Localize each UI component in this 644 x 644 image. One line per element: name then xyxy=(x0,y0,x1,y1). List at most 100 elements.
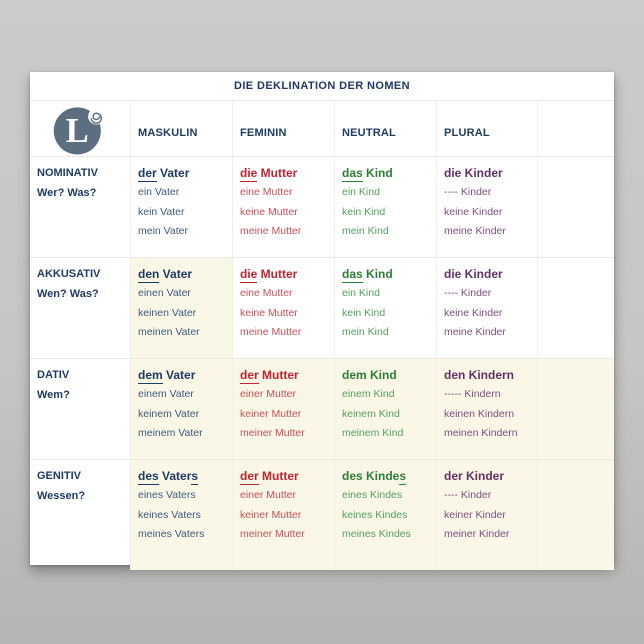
declined-form-line: meine Mutter xyxy=(240,326,302,338)
case-row-genitiv: GENITIV Wessen? des Vaters eines Vaters kein… xyxy=(30,459,614,570)
declined-form-line: meines Vaters xyxy=(138,528,205,540)
head-text: Vater xyxy=(156,166,190,180)
declined-form-line: meine Kinder xyxy=(444,225,506,237)
case-name: NOMINATIV xyxy=(37,167,98,179)
declined-form-line: keine Kinder xyxy=(444,205,503,218)
declined-form-line: keine Kinder xyxy=(444,306,503,319)
declined-form-head: die Mutter xyxy=(240,264,331,284)
case-question: Wer? Was? xyxy=(37,187,97,199)
declined-form-head: das Kind xyxy=(342,163,433,183)
head-text: des Kinde xyxy=(342,469,400,483)
head-text: Mutter xyxy=(258,368,299,382)
poster-title: DIE DEKLINATION DER NOMEN xyxy=(233,80,411,92)
declined-form-line: keinen Kindern xyxy=(444,407,515,420)
declined-form-line: eines Vaters xyxy=(138,489,196,501)
case-label-cell-nominativ: NOMINATIV Wer? Was? xyxy=(30,157,130,257)
declined-form-line: ----- Kindern xyxy=(444,388,501,400)
head-text: Mutter xyxy=(257,166,298,180)
case-question: Wem? xyxy=(37,389,70,401)
declined-form-line: einem Kind xyxy=(342,388,395,400)
head-text: Vater xyxy=(162,368,196,382)
head-text: der Kinder xyxy=(444,469,505,483)
case-label-cell-genitiv: GENITIV Wessen? xyxy=(30,460,130,570)
declined-form-line: meinem Kind xyxy=(342,427,404,439)
case-row-nominativ: NOMINATIV Wer? Was? der Vater ein Vater kein… xyxy=(30,156,614,257)
declined-form-line: eine Mutter xyxy=(240,287,293,299)
case-label-cell-dativ: DATIV Wem? xyxy=(30,359,130,459)
article-ending-underlined: s xyxy=(191,469,199,485)
cell-dativ-plural: den Kindern ----- Kindern keinen Kindern me… xyxy=(436,359,537,459)
declined-form-line: keiner Kinder xyxy=(444,508,506,521)
cell-nominativ-maskulin: der Vater ein Vater kein Vater mein Vater xyxy=(130,157,232,257)
case-row-dativ: DATIV Wem? dem Vater einem Vater keinem Vate… xyxy=(30,358,614,459)
article-ending-underlined: der xyxy=(138,166,157,182)
grammar-poster: DIE DEKLINATION DER NOMEN L MASKULIN FEM… xyxy=(30,72,614,570)
declined-form-line: ---- Kinder xyxy=(444,287,492,299)
row-filler-cell xyxy=(537,157,614,257)
declined-form-head: die Kinder xyxy=(444,264,534,284)
declined-form-line: ein Vater xyxy=(138,186,180,198)
declined-form-head: den Vater xyxy=(138,264,229,284)
article-ending-underlined: der xyxy=(240,368,259,384)
head-text: die Kinder xyxy=(444,267,503,281)
article-ending-underlined: s xyxy=(399,469,407,485)
article-ending-underlined: das xyxy=(342,267,363,283)
declined-form-line: keinem Kind xyxy=(342,407,400,420)
declension-table-body: NOMINATIV Wer? Was? der Vater ein Vater kein… xyxy=(30,156,614,570)
declined-form-head: des Kindes xyxy=(342,466,433,486)
declined-form-line: keinen Vater xyxy=(138,306,197,319)
declined-form-head: die Mutter xyxy=(240,163,331,183)
cell-akkusativ-neutral: das Kind ein Kind kein Kind mein Kind xyxy=(334,258,436,358)
cell-akkusativ-plural: die Kinder ---- Kinder keine Kinder meine K… xyxy=(436,258,537,358)
case-name: DATIV xyxy=(37,369,70,381)
declined-form-head: dem Vater xyxy=(138,365,229,385)
head-text: den Kindern xyxy=(444,368,515,382)
declined-form-line: keines Kindes xyxy=(342,508,408,521)
case-label-cell-akkusativ: AKKUSATIV Wen? Was? xyxy=(30,258,130,358)
head-text: Kind xyxy=(362,267,393,281)
declined-form-head: der Kinder xyxy=(444,466,534,486)
svg-text:L: L xyxy=(66,112,89,150)
declined-form-line: kein Vater xyxy=(138,205,185,218)
declined-form-line: keine Mutter xyxy=(240,205,298,218)
case-question: Wessen? xyxy=(37,490,86,502)
declined-form-line: ---- Kinder xyxy=(444,489,492,501)
head-text: Kind xyxy=(362,166,393,180)
table-header-row: L MASKULIN FEMININ NEUTRAL PLURAL xyxy=(30,100,614,164)
declined-form-line: keinem Vater xyxy=(138,407,200,420)
declined-form-head: der Vater xyxy=(138,163,229,183)
column-header-neutral: NEUTRAL xyxy=(334,101,436,164)
cell-dativ-feminin: der Mutter einer Mutter keiner Mutter meine… xyxy=(232,359,334,459)
declined-form-line: keiner Mutter xyxy=(240,508,302,521)
header-filler-cell xyxy=(537,101,614,164)
cell-genitiv-neutral: des Kindes eines Kindes keines Kindes meine… xyxy=(334,460,436,570)
declined-form-line: ---- Kinder xyxy=(444,186,492,198)
cell-genitiv-plural: der Kinder ---- Kinder keiner Kinder meiner… xyxy=(436,460,537,570)
declined-form-line: einen Vater xyxy=(138,287,191,299)
case-row-akkusativ: AKKUSATIV Wen? Was? den Vater einen Vater ke… xyxy=(30,257,614,358)
article-ending-underlined: die xyxy=(240,166,258,182)
article-ending-underlined: der xyxy=(240,469,259,485)
declined-form-line: einem Vater xyxy=(138,388,194,400)
head-text: Vater xyxy=(158,469,192,483)
declined-form-line: meinen Vater xyxy=(138,326,200,338)
head-text: Mutter xyxy=(258,469,299,483)
declined-form-line: ein Kind xyxy=(342,287,380,299)
cell-nominativ-feminin: die Mutter eine Mutter keine Mutter meine M… xyxy=(232,157,334,257)
cell-akkusativ-feminin: die Mutter eine Mutter keine Mutter meine M… xyxy=(232,258,334,358)
declined-form-line: kein Kind xyxy=(342,306,386,319)
cell-akkusativ-maskulin: den Vater einen Vater keinen Vater meinen V… xyxy=(130,258,232,358)
row-filler-cell xyxy=(537,460,614,570)
declined-form-line: ein Kind xyxy=(342,186,380,198)
declined-form-head: der Mutter xyxy=(240,466,331,486)
declined-form-line: eines Kindes xyxy=(342,489,403,501)
declined-form-line: keine Mutter xyxy=(240,306,298,319)
head-text: die Kinder xyxy=(444,166,503,180)
article-ending-underlined: das xyxy=(342,166,363,182)
article-ending-underlined: dem xyxy=(138,368,163,384)
logo-cell: L xyxy=(30,101,130,164)
row-filler-cell xyxy=(537,258,614,358)
declined-form-line: mein Kind xyxy=(342,326,389,338)
declined-form-head: des Vaters xyxy=(138,466,229,486)
article-ending-underlined: des xyxy=(138,469,159,485)
